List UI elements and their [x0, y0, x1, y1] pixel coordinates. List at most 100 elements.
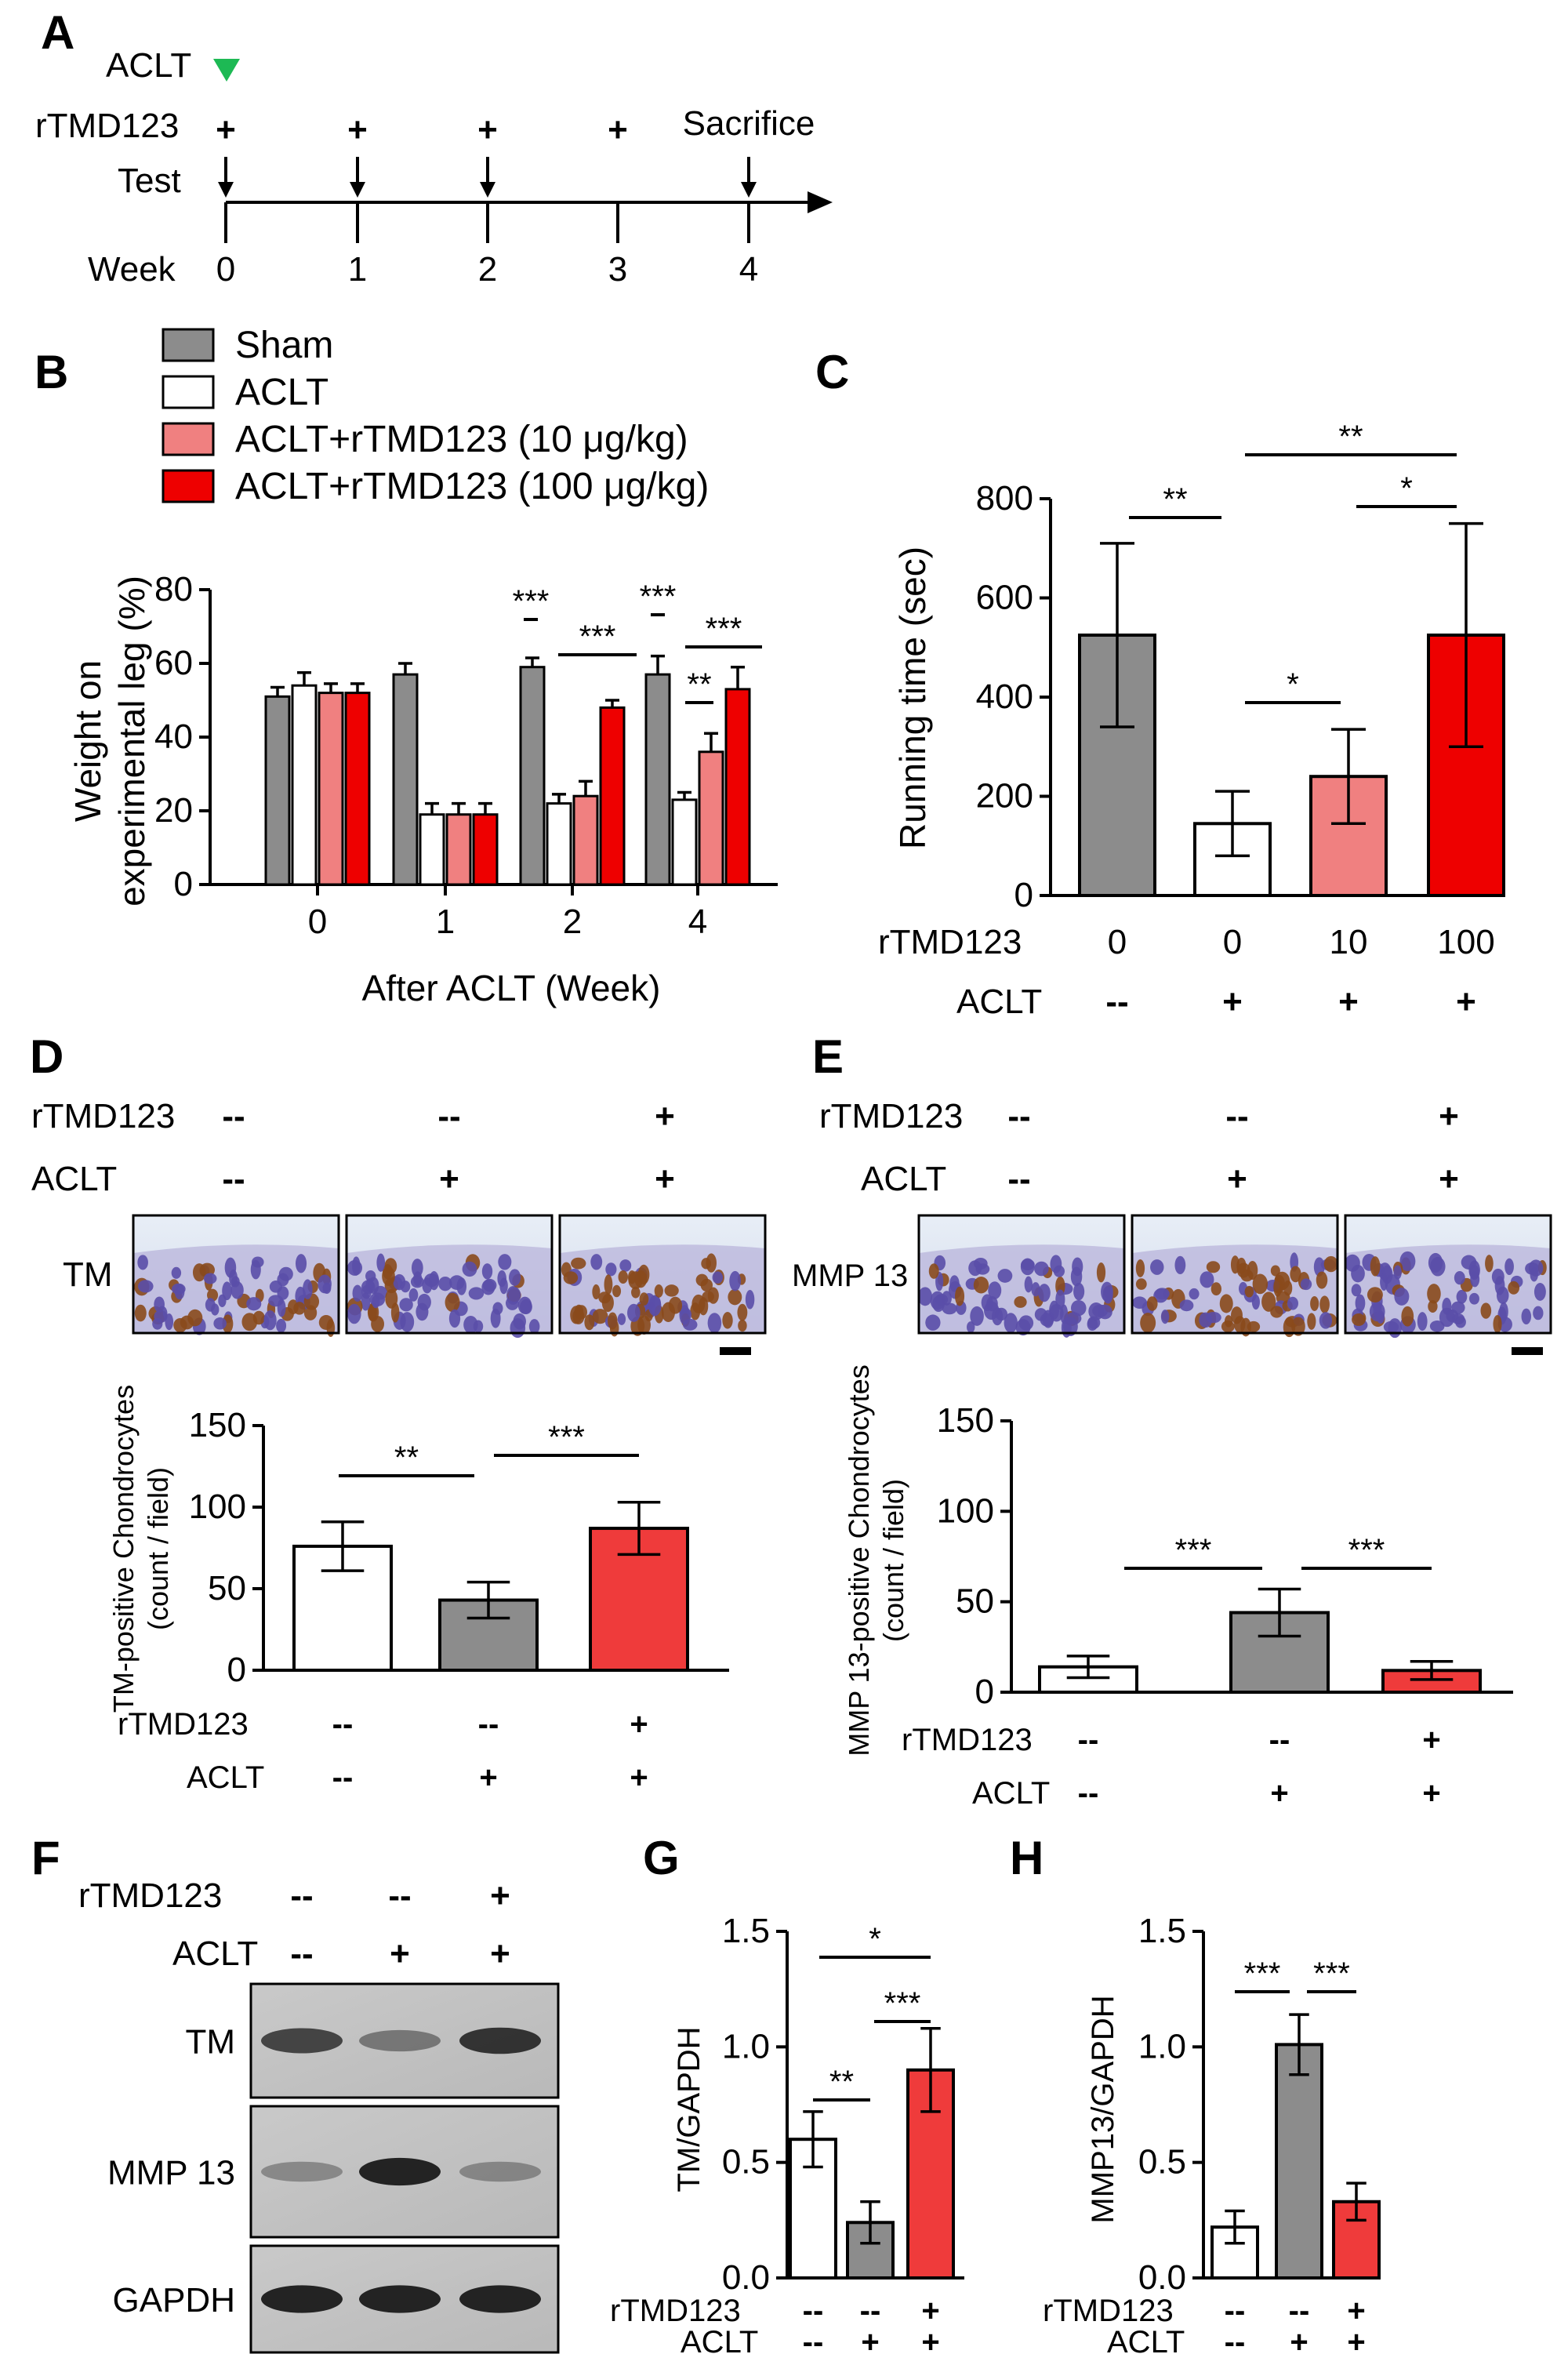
- panel-label-b: B: [34, 346, 68, 398]
- e-micrograph-treated-cell: [1351, 1284, 1362, 1297]
- d-micrograph-treated-frame: [558, 1214, 767, 1335]
- d-micrograph-sham-cell: [173, 1317, 187, 1333]
- d-micrograph-treated-cell: [738, 1319, 747, 1332]
- d-micrograph-aclt-cell: [399, 1298, 413, 1312]
- panel-label-c: C: [815, 346, 849, 398]
- e-micrograph-aclt-cell: [1319, 1295, 1330, 1313]
- d-micrograph-aclt-cell: [445, 1292, 460, 1313]
- e-micrograph-sham-cell: [942, 1302, 957, 1315]
- e-micrograph-sham-cell: [1072, 1257, 1083, 1277]
- d-micrograph-aclt-cell: [390, 1302, 400, 1323]
- d-micrograph-aclt-cell: [468, 1287, 485, 1300]
- f-band: [261, 2285, 343, 2313]
- e-micrograph-aclt-cell: [1221, 1320, 1235, 1333]
- aclt-marker-icon: [213, 59, 240, 82]
- b-x-tick-label: 4: [688, 903, 707, 941]
- e-micrograph-sham-cell: [1038, 1284, 1051, 1302]
- e-micrograph-sham-cell: [973, 1257, 988, 1270]
- d-micrograph-sham-cell: [241, 1313, 258, 1331]
- e-micrograph-sham-cell: [1088, 1302, 1105, 1320]
- e-micrograph-treated-cell: [1367, 1287, 1383, 1302]
- d-micrograph-treated-cell: [648, 1295, 662, 1317]
- e-micrograph-sham-cell: [918, 1287, 933, 1306]
- f-aclt-sign: +: [390, 1934, 410, 1973]
- e-y-axis-label-line2: (count / field): [877, 1479, 909, 1642]
- d-micrograph-sham-cell: [250, 1259, 261, 1280]
- d-y-tick-label: 100: [189, 1488, 246, 1526]
- e-micrograph-aclt-cell: [1135, 1278, 1147, 1290]
- f-band-label: MMP 13: [107, 2154, 235, 2192]
- h-rtmd-sign: +: [1347, 2294, 1365, 2328]
- d-bottom-rtmd-sign: --: [478, 1707, 499, 1742]
- d-micrograph-aclt-cell: [510, 1318, 526, 1339]
- e-top-rtmd-sign: --: [1225, 1097, 1248, 1135]
- d-micrograph-aclt-frame: [345, 1214, 554, 1335]
- d-micrograph-treated-cell: [701, 1258, 712, 1270]
- b-sig-wk2-dose-label: ***: [579, 619, 616, 654]
- panel-g-tm-gapdh-chart: G0.00.51.01.5******TM/GAPDHrTMD123ACLT--…: [610, 1832, 964, 2354]
- timeline-test-arrow-icon: [480, 182, 495, 198]
- timeline-week-number: 1: [348, 250, 367, 289]
- e-micrograph-aclt-cell: [1236, 1262, 1250, 1278]
- e-stain-label: MMP 13: [792, 1259, 908, 1293]
- b-x-axis-label: After ACLT (Week): [362, 968, 661, 1008]
- c-aclt-value: --: [1105, 983, 1128, 1021]
- timeline-test-arrow-icon: [218, 182, 234, 198]
- b-y-tick-label: 80: [154, 570, 193, 608]
- b-bar: [392, 673, 419, 886]
- d-micrograph-aclt-cell: [448, 1309, 461, 1328]
- d-micrograph-aclt-cell: [492, 1302, 503, 1315]
- d-micrograph-sham-frame: [132, 1214, 340, 1335]
- e-micrograph-sham-cell: [988, 1281, 1002, 1299]
- e-micrograph-aclt-cell: [1179, 1299, 1194, 1312]
- h-sig-1-label: ***: [1244, 1956, 1281, 1991]
- e-micrograph-treated-frame: [1344, 1214, 1552, 1335]
- d-micrograph-aclt-cell: [497, 1270, 506, 1288]
- d-micrograph-aclt-cell: [369, 1292, 386, 1307]
- d-micrograph-treated-cell: [619, 1259, 632, 1272]
- f-band: [459, 2285, 541, 2313]
- d-micrograph-sham-cell: [326, 1319, 336, 1337]
- e-bottom-aclt-sign: +: [1270, 1776, 1288, 1811]
- e-bottom-aclt-row-label: ACLT: [972, 1776, 1050, 1811]
- d-micrograph-aclt-cell: [449, 1275, 465, 1290]
- timeline-aclt-label: ACLT: [106, 46, 191, 85]
- d-micrograph-sham-cell: [154, 1296, 165, 1313]
- e-micrograph-treated: [1344, 1214, 1552, 1339]
- timeline-rtmd-label: rTMD123: [35, 107, 179, 145]
- h-y-tick-label: 0.5: [1138, 2143, 1186, 2181]
- h-rtmd-sign: --: [1289, 2294, 1310, 2328]
- d-micrograph-sham-cell: [295, 1254, 307, 1273]
- d-micrograph-aclt-cell: [508, 1287, 521, 1304]
- legend-swatch: [162, 328, 215, 362]
- b-sig-wk4-sham-label: ***: [640, 579, 677, 614]
- e-micrograph-treated-cell: [1468, 1292, 1479, 1305]
- f-aclt-sign: --: [290, 1934, 313, 1973]
- e-micrograph-sham: [917, 1214, 1126, 1338]
- e-micrograph-aclt-cell: [1287, 1296, 1298, 1310]
- e-micrograph-aclt-cell: [1160, 1310, 1170, 1324]
- d-micrograph-treated-cell: [618, 1270, 629, 1284]
- d-micrograph-aclt-cell: [498, 1254, 512, 1270]
- d-micrograph-treated-cell: [617, 1313, 626, 1325]
- h-y-axis-label: MMP13/GAPDH: [1086, 1995, 1120, 2223]
- d-bottom-aclt-sign: +: [630, 1760, 648, 1795]
- d-micrograph-aclt-cell: [382, 1266, 395, 1286]
- e-micrograph-treated-cell: [1429, 1320, 1445, 1332]
- e-micrograph-aclt-cell: [1291, 1317, 1305, 1336]
- e-micrograph-aclt-cell: [1310, 1296, 1319, 1311]
- e-sig-2-label: ***: [1348, 1533, 1385, 1568]
- b-bar: [519, 666, 546, 886]
- e-micrograph-sham-cell: [932, 1295, 945, 1313]
- panel-b-weight-chart: B Sham ACLT ACLT+rTMD123 (10 μg/kg) ACLT+rTM…: [34, 325, 778, 1008]
- d-micrograph-aclt-cell: [361, 1280, 376, 1294]
- d-micrograph-sham-cell: [318, 1274, 332, 1294]
- d-micrograph-treated-cell: [584, 1314, 595, 1331]
- d-micrograph-aclt-cell: [438, 1276, 452, 1291]
- e-micrograph-aclt: [1131, 1214, 1339, 1338]
- d-micrograph-aclt-cell: [520, 1299, 532, 1315]
- b-sig-wk2-sham-label: ***: [513, 584, 550, 619]
- g-aclt-sign: --: [803, 2325, 824, 2354]
